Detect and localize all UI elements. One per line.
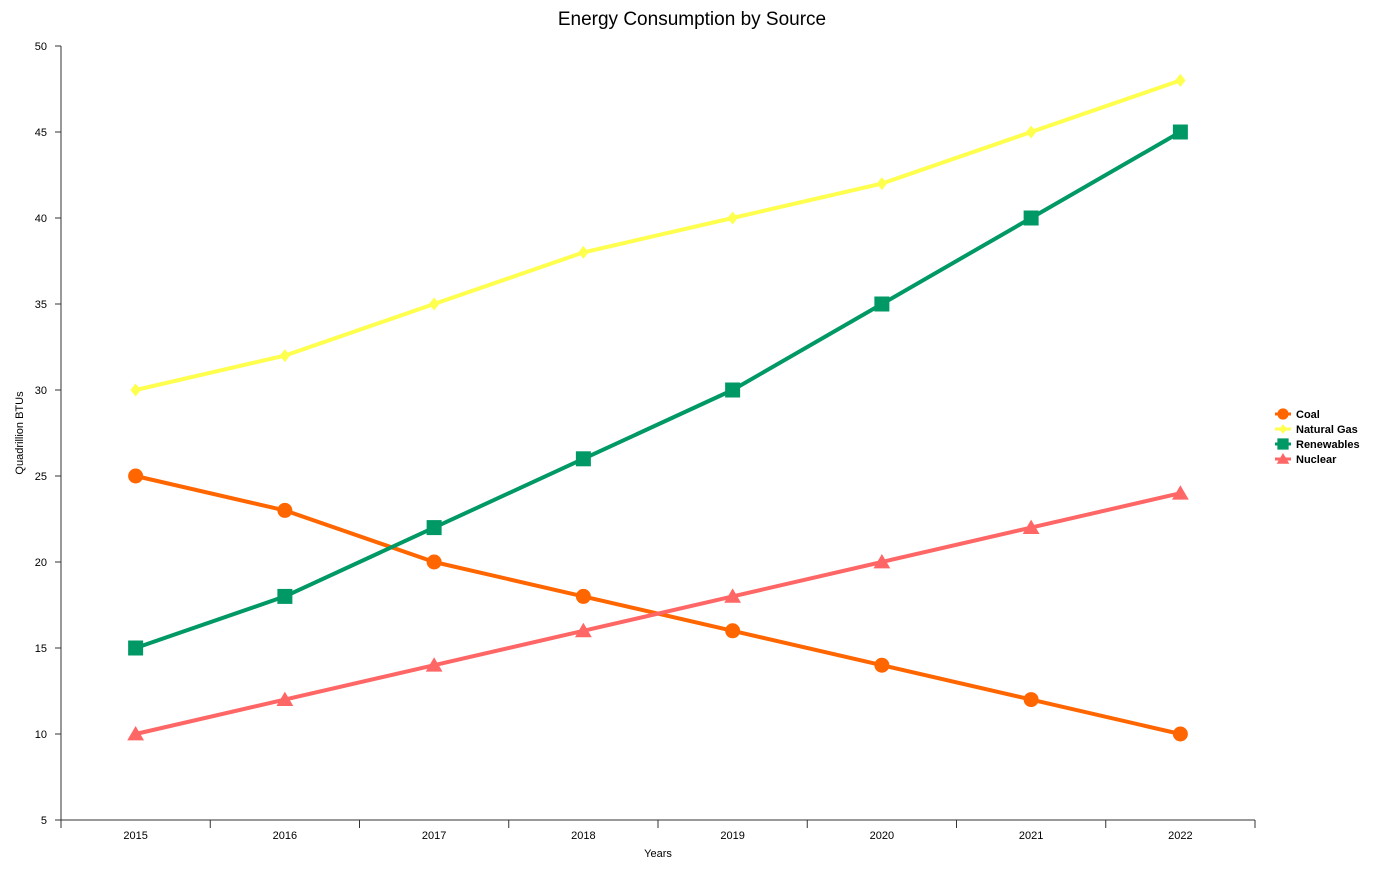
y-tick-label: 50 [35, 41, 47, 53]
data-point-nuclear [425, 657, 443, 672]
y-tick-label: 25 [35, 471, 47, 483]
series-line-coal [133, 474, 1183, 736]
data-point-renewables [277, 588, 293, 604]
data-point-natural-gas [279, 349, 291, 363]
data-point-renewables [874, 296, 890, 312]
data-point-nuclear [1022, 519, 1040, 534]
legend-item-natural-gas: Natural Gas [1275, 424, 1358, 436]
legend-item-renewables: Renewables [1275, 438, 1360, 451]
data-point-natural-gas [130, 383, 141, 397]
legend-label: Coal [1296, 409, 1320, 421]
legend-item-coal: Coal [1275, 408, 1320, 421]
data-point-nuclear [574, 622, 592, 638]
series-natural-gas [130, 73, 1186, 397]
y-tick-label: 45 [35, 127, 47, 139]
legend-label: Nuclear [1296, 454, 1337, 466]
data-point-coal [277, 502, 293, 518]
data-point-nuclear [724, 588, 742, 603]
legend: Coal Natural Gas Renewables Nuclear [1275, 408, 1360, 466]
legend-marker-renewables [1277, 438, 1289, 450]
data-point-coal [874, 657, 890, 673]
data-point-coal [575, 588, 591, 604]
data-point-natural-gas [727, 211, 738, 225]
x-tick-label: 2019 [720, 830, 744, 842]
data-point-coal [725, 623, 741, 639]
legend-item-nuclear: Nuclear [1275, 453, 1337, 466]
data-point-renewables [1023, 210, 1039, 226]
x-tick-label: 2022 [1168, 830, 1192, 842]
data-point-coal [128, 468, 144, 484]
data-point-coal [1023, 692, 1039, 708]
data-point-natural-gas [578, 245, 589, 259]
data-point-renewables [1172, 124, 1188, 140]
series-line-nuclear [133, 491, 1183, 736]
data-point-nuclear [127, 726, 145, 741]
legend-marker-coal [1277, 408, 1289, 420]
y-tick-label: 15 [35, 643, 47, 655]
series-renewables [128, 124, 1188, 656]
series-line-renewables [133, 130, 1183, 650]
data-point-nuclear [276, 691, 294, 706]
data-point-renewables [725, 382, 741, 398]
data-point-coal [426, 554, 442, 570]
legend-marker-natural-gas [1279, 424, 1287, 434]
data-point-natural-gas [1175, 73, 1186, 87]
x-tick-label: 2016 [273, 830, 297, 842]
data-point-natural-gas [876, 177, 888, 191]
x-tick-label: 2020 [870, 830, 894, 842]
data-point-renewables [575, 451, 591, 467]
y-axis-title: Quadrillion BTUs [14, 391, 26, 475]
x-tick-label: 2015 [123, 830, 147, 842]
legend-marker-nuclear [1276, 453, 1290, 464]
data-point-renewables [426, 520, 442, 536]
y-tick-label: 10 [35, 729, 47, 741]
x-tick-label: 2017 [422, 830, 446, 842]
x-tick-label: 2021 [1019, 830, 1043, 842]
data-point-natural-gas [428, 297, 440, 311]
y-tick-label: 5 [41, 815, 47, 827]
series-nuclear [127, 485, 1189, 741]
series-line-natural-gas [133, 78, 1183, 392]
y-tick-label: 20 [35, 557, 47, 569]
legend-label: Renewables [1296, 439, 1360, 451]
data-point-coal [1172, 726, 1188, 742]
data-point-nuclear [1171, 485, 1189, 500]
y-axis: 5 10 15 20 25 30 35 40 45 50 [35, 41, 62, 827]
y-tick-label: 40 [35, 213, 47, 225]
x-axis: 2015 2016 2017 2018 2019 2020 2021 2022 [60, 819, 1256, 842]
x-axis-title: Years [644, 848, 672, 860]
chart-title: Energy Consumption by Source [558, 9, 826, 30]
data-point-renewables [128, 640, 144, 656]
data-point-natural-gas [1025, 125, 1037, 139]
data-point-nuclear [873, 554, 891, 569]
x-tick-label: 2018 [571, 830, 595, 842]
series-layer [127, 73, 1189, 742]
y-tick-label: 30 [35, 385, 47, 397]
legend-label: Natural Gas [1296, 424, 1358, 436]
y-tick-label: 35 [35, 299, 47, 311]
